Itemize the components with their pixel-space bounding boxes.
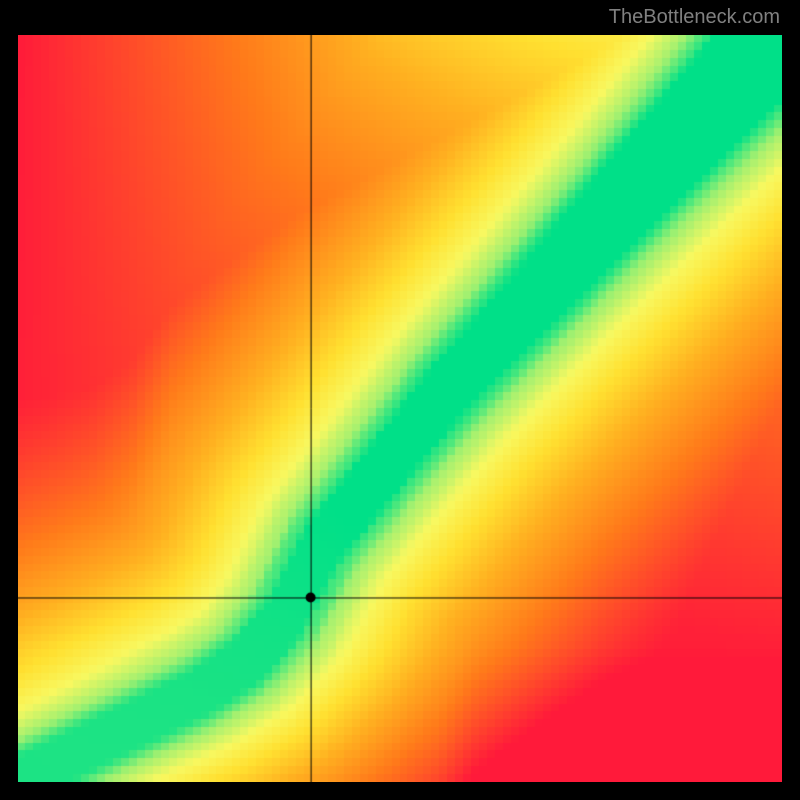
bottleneck-heatmap [18,35,782,782]
heatmap-canvas [18,35,782,782]
watermark-text: TheBottleneck.com [609,6,780,29]
